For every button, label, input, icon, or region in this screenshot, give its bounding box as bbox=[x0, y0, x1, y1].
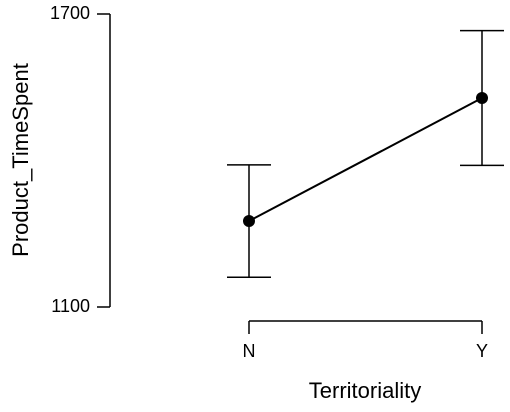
x-tick-label: Y bbox=[476, 341, 488, 361]
y-axis-title: Product_TimeSpent bbox=[8, 63, 33, 257]
point bbox=[476, 91, 488, 104]
x-axis-title: Territoriality bbox=[309, 378, 421, 403]
line bbox=[248, 97, 483, 222]
point bbox=[243, 215, 255, 228]
y-tick-label: 1700 bbox=[50, 3, 90, 23]
x-tick-label: N bbox=[243, 341, 256, 361]
y-tick-label: 1100 bbox=[51, 296, 90, 316]
